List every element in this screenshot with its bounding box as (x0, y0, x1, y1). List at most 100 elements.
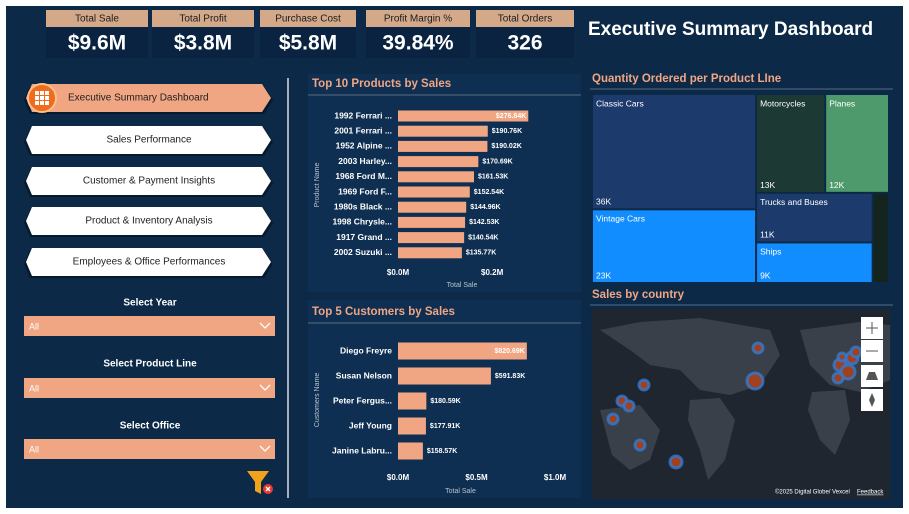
kpi-value: $5.8M (279, 32, 337, 55)
treemap-tile (592, 209, 757, 283)
kpi-value-bg (366, 27, 470, 58)
dropdown-box[interactable] (24, 439, 275, 459)
dropdown-value[interactable]: All (29, 444, 39, 454)
nav-label[interactable]: Customer & Payment Insights (83, 176, 215, 187)
bar (398, 201, 467, 213)
bar (398, 110, 529, 122)
kpi-label-bg (476, 10, 574, 27)
dropdown-value[interactable]: All (29, 321, 39, 331)
dropdown[interactable]: All (24, 378, 275, 398)
filter-label: Select Office (120, 421, 181, 432)
nav-shape[interactable] (26, 126, 271, 154)
bar (398, 125, 488, 137)
data-label: $158.57K (427, 448, 457, 455)
x-tick-label: $1.0M (544, 473, 567, 482)
clear-filters[interactable] (247, 471, 273, 494)
tile-value: 11K (760, 230, 775, 240)
kpi-value: 326 (507, 32, 542, 55)
treemap-tile (592, 94, 757, 210)
funnel-icon[interactable] (247, 471, 269, 494)
nav-label[interactable]: Sales Performance (106, 135, 191, 146)
map-attribution: ©2025 Digital Globe/ Vexcel (775, 489, 850, 496)
dropdown-value[interactable]: All (29, 383, 39, 393)
kpi-value: 39.84% (382, 32, 454, 55)
chart-panel (308, 300, 581, 498)
y-tick-label: 2002 Suzuki ... (334, 247, 392, 257)
bar (398, 232, 465, 244)
map-bubble (849, 345, 863, 359)
map-bubble (633, 438, 647, 452)
y-tick-label: 1968 Ford M... (335, 171, 392, 181)
nav-icon-cell (45, 91, 49, 95)
data-label: $276.84K (496, 113, 526, 120)
nav-icon-cell (35, 101, 39, 105)
nav-shape[interactable] (26, 248, 271, 276)
nav-icon-cell (35, 96, 39, 100)
chart-title: Top 10 Products by Sales (312, 78, 451, 90)
tile-label: Planes (829, 98, 855, 108)
bar (398, 140, 488, 152)
dropdown[interactable]: All (24, 316, 275, 336)
kpi-label: Total Profit (179, 14, 226, 25)
chart-panel (308, 74, 581, 292)
tile-label: Motorcycles (760, 98, 805, 108)
nav-label[interactable]: Executive Summary Dashboard (68, 93, 209, 104)
y-tick-label: 1969 Ford F... (338, 186, 392, 196)
x-tick-label: $0.0M (387, 268, 410, 277)
tile-value: 13K (760, 180, 775, 190)
compass-icon (869, 393, 875, 407)
clear-x (265, 486, 271, 492)
filter-label: Select Product Line (103, 359, 197, 370)
kpi-value-bg (152, 27, 254, 58)
nav-button[interactable]: Sales Performance (24, 126, 273, 156)
nav-button[interactable]: Employees & Office Performances (24, 248, 273, 278)
nav-icon-cell (40, 96, 44, 100)
tile-value: 36K (596, 197, 611, 207)
kpi-label-bg (152, 10, 254, 27)
kpi-label-bg (260, 10, 356, 27)
nav-button[interactable]: Executive Summary Dashboard (24, 83, 273, 114)
nav-label[interactable]: Product & Inventory Analysis (85, 216, 212, 227)
kpi-label: Total Orders (498, 14, 552, 25)
nav-icon-cell (40, 101, 44, 105)
x-tick-label: $0.5M (465, 473, 488, 482)
tile-value: 9K (760, 270, 771, 280)
kpi-value-bg (46, 27, 148, 58)
y-axis-title: Product Name (314, 163, 321, 208)
kpi-label: Total Sale (75, 14, 119, 25)
data-label: $820.69K (494, 348, 524, 355)
chevron (259, 322, 271, 329)
treemap-tile (872, 192, 890, 283)
chart-title: Top 5 Customers by Sales (312, 306, 455, 318)
plus-icon (866, 322, 878, 334)
nav-label[interactable]: Employees & Office Performances (73, 257, 226, 268)
nav-shape[interactable] (26, 167, 271, 195)
map-bubble (606, 412, 620, 426)
map-land (600, 318, 780, 395)
y-tick-label: 2001 Ferrari ... (334, 125, 392, 135)
map-feedback[interactable]: Feedback (857, 490, 884, 496)
nav-icon-cell (45, 96, 49, 100)
treemap-tile (756, 94, 826, 193)
map-visual: Sales by country (590, 289, 893, 499)
nav-shape[interactable] (26, 84, 271, 112)
dropdown[interactable]: All (24, 439, 275, 459)
nav-button[interactable]: Product & Inventory Analysis (24, 207, 273, 237)
dropdown-box[interactable] (24, 316, 275, 336)
data-label: $152.54K (474, 189, 504, 196)
map-controls[interactable] (861, 317, 883, 411)
data-label: $591.83K (495, 373, 525, 380)
kpi-value: $9.6M (68, 32, 126, 55)
kpi-value-bg (476, 27, 574, 58)
map-bubble (622, 399, 636, 413)
map-title: Sales by country (592, 289, 685, 301)
kpi-label: Profit Margin % (384, 14, 452, 25)
data-label: $142.53K (469, 219, 499, 226)
map-land (808, 390, 850, 455)
nav-shape[interactable] (26, 207, 271, 235)
map-bubble (836, 351, 848, 363)
dropdown-box[interactable] (24, 378, 275, 398)
nav-button[interactable]: Customer & Payment Insights (24, 167, 273, 197)
kpi-label-bg (366, 10, 470, 27)
